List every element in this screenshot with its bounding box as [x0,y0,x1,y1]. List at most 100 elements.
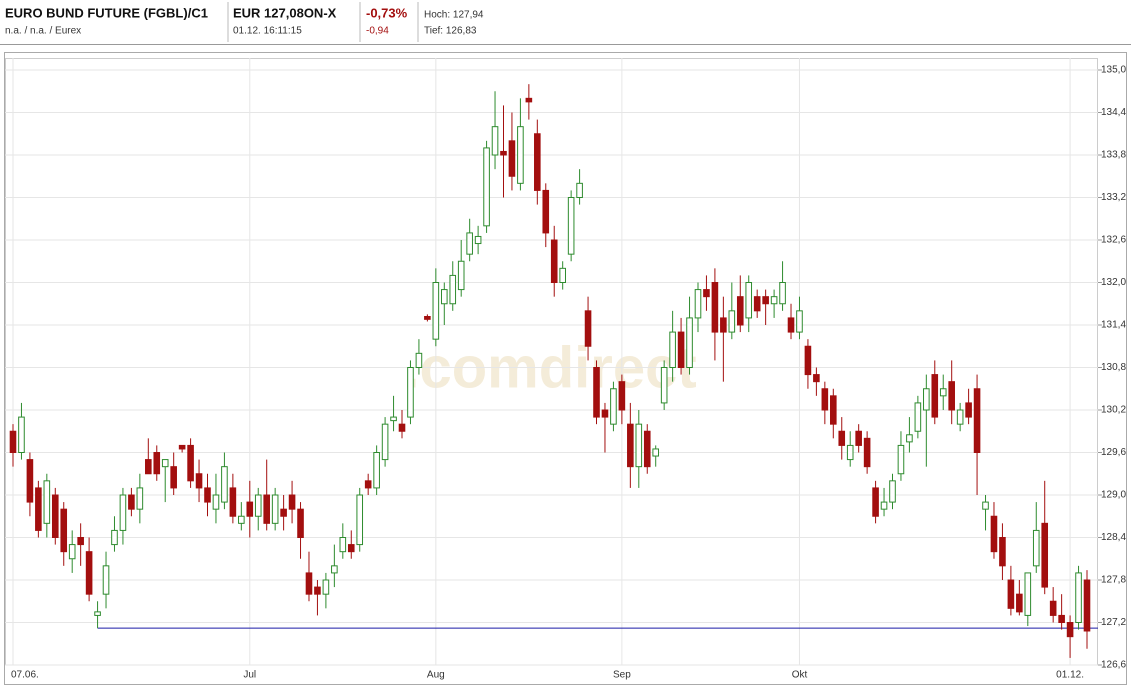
candle-body [770,296,778,305]
candle-body [914,402,922,432]
y-tick-label: 130,8 [1101,362,1126,373]
candle-body [618,381,626,411]
day-high: Hoch: 127,94 [424,10,484,21]
candle-body [398,423,406,432]
candle-body [804,345,812,376]
x-tick-label: Okt [792,670,808,681]
candle-body [517,126,524,184]
candle-body [956,409,964,425]
candle-body [753,296,761,312]
candle-body [559,267,566,284]
candle-body [381,423,389,461]
candle-body [534,133,541,191]
y-tick-label: 133,2 [1101,192,1126,203]
day-low: Tief: 126,83 [424,26,477,37]
candle-body [677,331,685,369]
candle-body [982,501,989,510]
y-tick-label: 133,8 [1101,150,1126,161]
header: EURO BUND FUTURE (FGBL)/C1 n.a. / n.a. /… [0,2,1131,45]
candle-body [347,544,355,553]
candle-body [331,565,338,574]
candle-body [923,388,930,411]
candle-body [145,459,152,475]
candle-body [948,381,955,411]
candle-body [694,289,702,319]
candle-body [863,437,871,468]
candle-body [204,487,211,503]
change-percent: -0,73% [366,5,408,20]
candle-body [221,466,228,503]
candle-body [542,189,550,234]
candle-body [449,274,457,305]
candle-body [601,409,609,418]
candle-body [593,367,600,418]
candle-body [508,140,516,177]
candle-body [652,448,660,457]
candle-body [889,480,896,503]
y-tick-label: 130,2 [1101,405,1126,416]
candle-body [1016,593,1023,613]
candle-body [846,444,854,461]
candle-body [965,402,972,418]
candle-body [500,150,507,156]
candle-body [305,572,313,595]
candle-body [1024,572,1032,616]
candle-body [525,97,533,103]
y-tick-label: 126,6 [1101,660,1126,671]
change-absolute: -0,94 [366,26,389,37]
candle-body [457,260,465,291]
candle-body [872,487,879,517]
candle-body [263,494,271,524]
candle-body [610,388,617,425]
candle-body [373,452,380,489]
instrument-title: EURO BUND FUTURE (FGBL)/C1 [5,5,208,20]
candle-body [999,537,1006,567]
candle-body [254,494,262,517]
candle-body [432,282,440,340]
candle-body [821,388,829,411]
y-tick-label: 129,0 [1101,490,1126,501]
candle-body [229,487,237,517]
candle-body [178,444,186,450]
candle-body [474,235,482,245]
candle-body [60,508,68,553]
candle-body [136,487,144,510]
candle-body [466,232,473,255]
timestamp: 01.12. 16:11:15 [233,26,302,37]
candle-body [1083,579,1091,632]
candle-body [990,515,998,553]
candle-body [855,430,862,446]
y-tick-label: 135,0 [1101,65,1126,76]
candle-body [119,494,127,531]
candle-body [364,480,372,489]
candle-body [170,466,177,489]
candle-body [297,508,304,538]
y-tick-label: 127,8 [1101,575,1126,586]
candle-body [728,310,736,333]
candle-body [102,565,110,595]
candle-body [314,586,321,595]
candle-body [356,494,364,546]
candle-body [906,434,913,443]
candle-body [77,537,84,546]
candle-body [246,501,254,517]
candle-body [18,416,25,454]
chart-frame [4,52,1127,685]
candle-body [669,331,676,369]
candle-body [280,508,287,517]
candle-body [271,494,279,524]
candle-body [94,611,101,616]
candle-body [736,296,744,326]
instrument-subtitle: n.a. / n.a. / Eurex [5,26,81,37]
candle-body [576,182,583,198]
candle-body [973,388,981,453]
candle-body [584,310,592,347]
candle-body [762,296,769,305]
candle-body [643,430,651,468]
chart: .comdirect126,6127,2127,8128,4129,0129,6… [5,58,1126,681]
candle-body [339,537,347,553]
candle-body [635,423,643,468]
candle-body [322,579,330,595]
